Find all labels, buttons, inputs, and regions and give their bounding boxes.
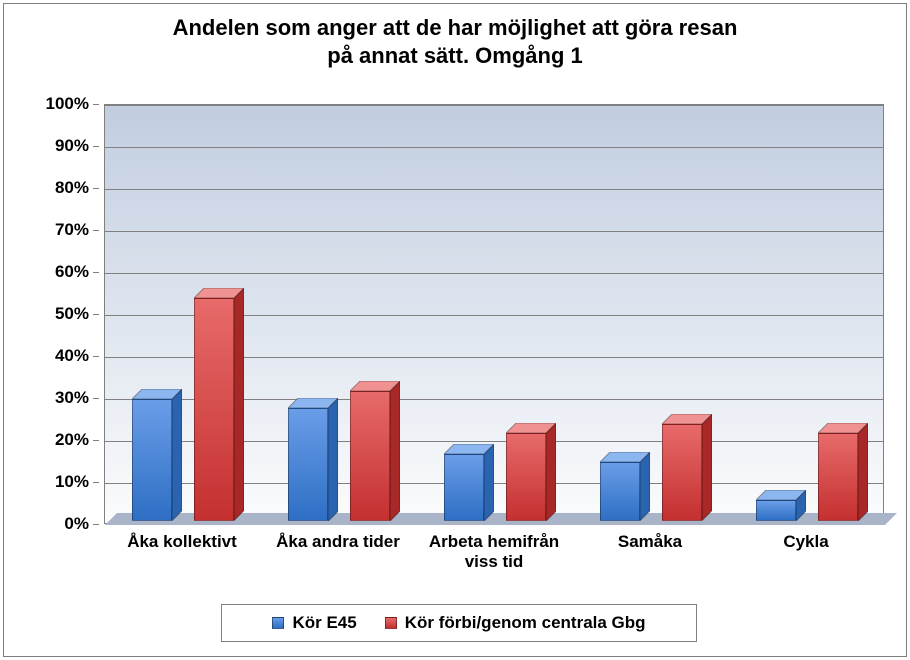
bar-front (288, 408, 328, 521)
bar-top (662, 414, 712, 424)
bar (600, 452, 650, 521)
bar (288, 398, 338, 521)
bar (194, 288, 244, 521)
chart-container: Andelen som anger att de har möjlighet a… (3, 3, 907, 657)
y-tick-label: 60% (55, 262, 89, 282)
y-tick-label: 40% (55, 346, 89, 366)
y-tick (93, 146, 99, 147)
bar (350, 381, 400, 521)
y-tick (93, 272, 99, 273)
y-tick-label: 50% (55, 304, 89, 324)
bar (818, 423, 868, 521)
bar-front (506, 433, 546, 521)
y-tick (93, 104, 99, 105)
x-category-label: Samåka (576, 532, 724, 552)
bar-side (640, 452, 650, 521)
y-tick (93, 230, 99, 231)
plot-area (104, 104, 884, 524)
bar-front (600, 462, 640, 521)
bar-side (484, 444, 494, 521)
y-tick-label: 90% (55, 136, 89, 156)
y-tick-label: 80% (55, 178, 89, 198)
legend-item: Kör förbi/genom centrala Gbg (385, 613, 646, 633)
bar-side (328, 398, 338, 521)
bar-front (818, 433, 858, 521)
x-category-label: Cykla (732, 532, 880, 552)
bar (756, 490, 806, 521)
legend: Kör E45 Kör förbi/genom centrala Gbg (221, 604, 697, 642)
y-tick-label: 10% (55, 472, 89, 492)
bar-side (172, 389, 182, 521)
bar (662, 414, 712, 521)
x-category-label: Åka kollektivt (108, 532, 256, 552)
legend-label: Kör förbi/genom centrala Gbg (405, 613, 646, 633)
bar-top (350, 381, 400, 391)
y-tick-label: 20% (55, 430, 89, 450)
bar-side (702, 414, 712, 521)
x-category-label: Åka andra tider (264, 532, 412, 552)
y-tick-label: 30% (55, 388, 89, 408)
y-tick-label: 100% (46, 94, 89, 114)
y-tick (93, 440, 99, 441)
bar-top (444, 444, 494, 454)
legend-swatch (385, 617, 397, 629)
bar-front (756, 500, 796, 521)
bar-side (546, 423, 556, 521)
bar-side (234, 288, 244, 521)
legend-item: Kör E45 (272, 613, 356, 633)
bar-front (444, 454, 484, 521)
x-category-label: Arbeta hemifrån viss tid (420, 532, 568, 573)
y-tick (93, 314, 99, 315)
bar-front (132, 399, 172, 521)
y-tick (93, 356, 99, 357)
chart-title: Andelen som anger att de har möjlighet a… (4, 14, 906, 69)
bar-top (818, 423, 868, 433)
y-tick (93, 482, 99, 483)
y-tick-label: 0% (64, 514, 89, 534)
bar-side (390, 381, 400, 521)
y-tick (93, 188, 99, 189)
bars-layer (105, 105, 883, 523)
bar-front (194, 298, 234, 521)
chart-title-line1: Andelen som anger att de har möjlighet a… (173, 15, 738, 40)
bar (132, 389, 182, 521)
y-tick-label: 70% (55, 220, 89, 240)
legend-swatch (272, 617, 284, 629)
bar-top (132, 389, 182, 399)
bar-top (756, 490, 806, 500)
chart-title-line2: på annat sätt. Omgång 1 (327, 43, 583, 68)
bar-front (662, 424, 702, 521)
bar-top (600, 452, 650, 462)
bar (506, 423, 556, 521)
bar-top (506, 423, 556, 433)
bar-top (194, 288, 244, 298)
bar-front (350, 391, 390, 521)
bar (444, 444, 494, 521)
y-tick (93, 398, 99, 399)
bar-top (288, 398, 338, 408)
legend-label: Kör E45 (292, 613, 356, 633)
y-tick (93, 524, 99, 525)
bar-side (858, 423, 868, 521)
